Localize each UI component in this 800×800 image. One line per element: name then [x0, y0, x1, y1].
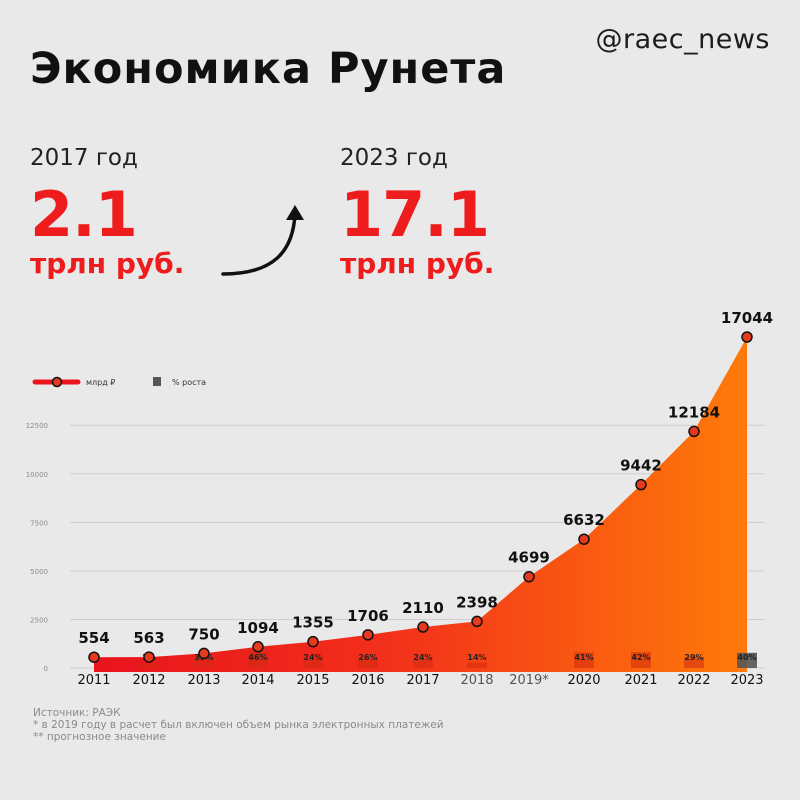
data-point [688, 425, 700, 438]
data-point [635, 478, 647, 491]
y-tick-label: 2500 [30, 616, 48, 624]
page-title: Экономика Рунета [30, 44, 507, 94]
data-point [252, 641, 264, 653]
value-label: 2398 [456, 593, 498, 611]
footnote-forecast: ** прогнозное значение [33, 731, 166, 743]
x-tick-label: 2013 [187, 673, 220, 688]
social-handle: @raec_news [595, 24, 770, 55]
value-label: 1094 [237, 619, 279, 637]
value-label: 17044 [721, 309, 773, 327]
source-note: Источник: РАЭК [33, 707, 121, 719]
data-point [578, 533, 590, 545]
growth-bar [631, 652, 651, 668]
x-tick-label: 2018 [460, 673, 493, 688]
y-tick-label: 12500 [26, 422, 48, 430]
value-label: 563 [133, 629, 164, 647]
x-tick-label: 2019* [509, 673, 549, 688]
growth-label: 29% [684, 653, 703, 662]
y-tick-label: 5000 [30, 568, 48, 576]
y-tick-label: 7500 [30, 519, 48, 527]
kpi-end-year: 2023 год [340, 145, 448, 171]
growth-label: 14% [467, 653, 486, 662]
growth-bar [139, 664, 159, 668]
growth-label: 24% [413, 653, 432, 662]
data-point [88, 651, 100, 663]
growth-arrow-icon [221, 205, 304, 276]
growth-bar [574, 652, 594, 668]
growth-bar [248, 650, 268, 668]
data-point [307, 635, 319, 648]
value-label: 9442 [620, 457, 662, 475]
data-point [523, 570, 535, 583]
x-tick-label: 2017 [406, 673, 439, 688]
x-tick-label: 2014 [241, 673, 274, 688]
x-tick-label: 2016 [351, 673, 384, 688]
data-point [741, 331, 753, 343]
kpi-start-year: 2017 год [30, 145, 138, 171]
growth-label: 46% [248, 653, 267, 662]
growth-label: 41% [574, 653, 593, 662]
growth-bar [413, 658, 433, 668]
kpi-start-unit: трлн руб. [30, 247, 185, 280]
growth-bar [303, 658, 323, 668]
growth-bar [467, 662, 487, 668]
data-point [143, 651, 155, 663]
y-tick-label: 10000 [26, 471, 48, 479]
x-tick-label: 2022 [677, 673, 710, 688]
footnote-2019: * в 2019 году в расчет был включен объем… [33, 719, 444, 731]
growth-label: 24% [303, 653, 322, 662]
value-label: 6632 [563, 511, 605, 529]
growth-bar [684, 656, 704, 668]
growth-label: 26% [358, 653, 377, 662]
value-label: 2110 [402, 599, 444, 617]
data-point [198, 647, 210, 660]
growth-bar [737, 652, 757, 668]
value-label: 12184 [668, 403, 720, 421]
growth-label: 42% [631, 653, 650, 662]
x-tick-label: 2023 [730, 673, 763, 688]
value-label: 4699 [508, 549, 550, 567]
legend-swatch [153, 377, 161, 386]
x-tick-label: 2021 [624, 673, 657, 688]
x-tick-label: 2015 [296, 673, 329, 688]
value-label: 1706 [347, 607, 389, 625]
y-tick-label: 0 [44, 665, 48, 673]
growth-bar [194, 655, 214, 668]
area-series-mlrd [94, 337, 747, 672]
x-tick-label: 2020 [567, 673, 600, 688]
legend-label-growth: % роста [172, 378, 206, 387]
legend-marker [51, 376, 63, 388]
value-label: 1355 [292, 614, 334, 632]
growth-bar [358, 658, 378, 668]
legend-label-mlrd: млрд ₽ [86, 378, 115, 387]
data-point [362, 629, 374, 641]
kpi-end-unit: трлн руб. [340, 247, 495, 280]
kpi-start-value: 2.1 [30, 178, 138, 251]
kpi-end-value: 17.1 [340, 178, 490, 251]
data-point [417, 621, 429, 633]
value-label: 750 [188, 625, 219, 643]
data-point [471, 615, 483, 628]
x-tick-label: 2012 [132, 673, 165, 688]
x-tick-label: 2011 [77, 673, 110, 688]
value-label: 554 [78, 629, 109, 647]
growth-label: 40% [737, 653, 756, 662]
